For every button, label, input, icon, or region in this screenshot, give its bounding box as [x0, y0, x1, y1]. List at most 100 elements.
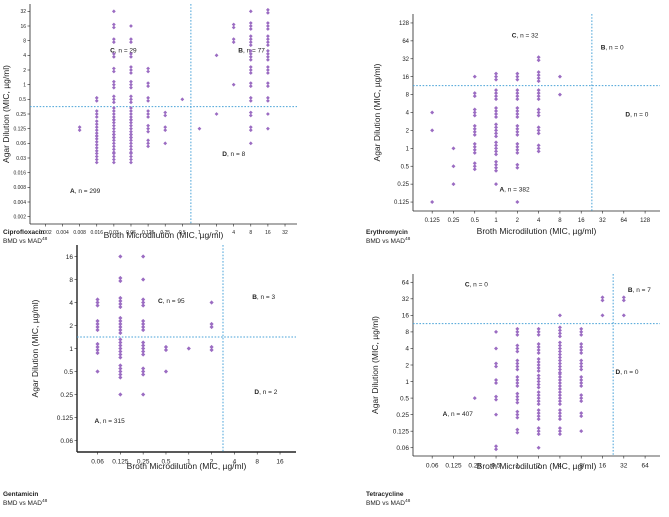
- data-point: [111, 109, 116, 113]
- data-point: [248, 65, 253, 69]
- data-point: [77, 128, 82, 133]
- data-point: [536, 329, 541, 334]
- y-axis-label: Agar Dilution (MIC, µg/ml): [30, 299, 40, 397]
- data-point: [248, 110, 253, 115]
- data-point: [557, 432, 562, 437]
- data-point: [111, 79, 116, 84]
- data-point: [515, 375, 520, 380]
- data-point: [111, 141, 116, 146]
- quadrant-count: , n = 3: [257, 294, 276, 301]
- data-point: [266, 54, 270, 59]
- data-point: [536, 341, 541, 346]
- y-tick-label: 1: [69, 346, 73, 353]
- data-point: [118, 275, 123, 281]
- data-point: [472, 74, 477, 79]
- x-axis-label: Broth Microdilution (MIC, µg/ml): [477, 226, 597, 236]
- data-point: [515, 400, 520, 405]
- x-tick-label: 128: [640, 218, 651, 224]
- data-point: [111, 25, 116, 30]
- data-point: [129, 51, 133, 56]
- x-tick-label: 2: [516, 218, 520, 224]
- data-point: [95, 324, 100, 330]
- data-point: [146, 98, 150, 103]
- x-tick-label: 1: [198, 230, 201, 236]
- data-point: [94, 109, 99, 113]
- data-point: [266, 48, 270, 53]
- data-point: [95, 300, 100, 305]
- quadrant-count: , n = 8: [227, 151, 246, 158]
- data-point: [515, 397, 520, 402]
- data-point: [146, 69, 150, 74]
- x-tick-label: 0.06: [426, 463, 439, 470]
- data-point: [472, 129, 477, 134]
- data-point: [129, 151, 133, 156]
- data-point: [111, 154, 116, 159]
- data-point: [579, 414, 584, 419]
- quadrant-letter: D: [222, 151, 227, 158]
- data-point: [494, 394, 499, 399]
- data-point: [94, 151, 99, 156]
- data-point: [515, 132, 520, 137]
- data-point: [248, 128, 253, 133]
- data-point: [118, 369, 123, 374]
- x-tick-label: 0.125: [112, 459, 129, 466]
- data-point: [266, 7, 270, 12]
- data-point: [146, 115, 150, 119]
- data-point: [248, 71, 253, 75]
- data-point: [197, 126, 202, 131]
- data-point: [129, 115, 133, 119]
- data-point: [536, 429, 541, 434]
- quadrant-count: , n = 0: [620, 369, 639, 376]
- data-point: [248, 40, 253, 45]
- data-point: [579, 411, 584, 416]
- drug-name: Gentamicin: [3, 491, 38, 498]
- quadrant-count: , n = 382: [504, 186, 530, 193]
- comparison-subtitle: BMD vs MAD48: [366, 236, 411, 245]
- quadrant-count: , n = 95: [163, 298, 185, 305]
- data-point: [163, 141, 168, 146]
- data-point: [515, 332, 520, 337]
- data-point: [557, 417, 562, 422]
- data-point: [536, 432, 541, 437]
- data-point: [141, 318, 146, 324]
- quadrant-label-a: A, n = 299: [70, 188, 101, 195]
- x-tick-label: 4: [232, 230, 235, 236]
- x-tick-label: 0.5: [471, 218, 480, 224]
- data-point: [248, 37, 253, 42]
- quadrant-letter: B: [238, 47, 243, 54]
- data-point: [248, 21, 253, 25]
- data-point: [557, 402, 562, 407]
- data-point: [214, 112, 219, 116]
- data-point: [111, 135, 116, 140]
- data-point: [494, 134, 499, 139]
- data-point: [118, 315, 123, 321]
- data-point: [163, 110, 168, 115]
- quadrant-letter: C: [465, 282, 470, 289]
- data-point: [118, 363, 123, 368]
- data-point: [95, 344, 100, 350]
- data-point: [515, 162, 520, 167]
- x-tick-label: 2: [537, 463, 541, 470]
- y-tick-label: 4: [23, 53, 26, 59]
- quadrant-label-d: D, n = 8: [222, 151, 245, 158]
- quadrant-letter: D: [254, 389, 259, 396]
- data-point: [94, 115, 99, 119]
- data-point: [111, 94, 116, 99]
- y-tick-label: 8: [406, 93, 410, 99]
- data-point: [515, 427, 520, 432]
- data-point: [557, 313, 562, 318]
- data-point: [146, 81, 150, 86]
- y-tick-label: 64: [402, 280, 410, 287]
- y-tick-label: 32: [402, 57, 409, 63]
- data-point: [515, 381, 520, 386]
- data-point: [141, 324, 146, 330]
- data-point: [515, 326, 520, 331]
- data-point: [494, 159, 499, 164]
- x-tick-label: 0.25: [448, 218, 460, 224]
- data-point: [557, 399, 562, 404]
- data-point: [494, 447, 499, 452]
- data-point: [129, 135, 133, 140]
- data-point: [557, 414, 562, 419]
- y-tick-label: 1: [405, 379, 409, 386]
- data-point: [557, 340, 562, 345]
